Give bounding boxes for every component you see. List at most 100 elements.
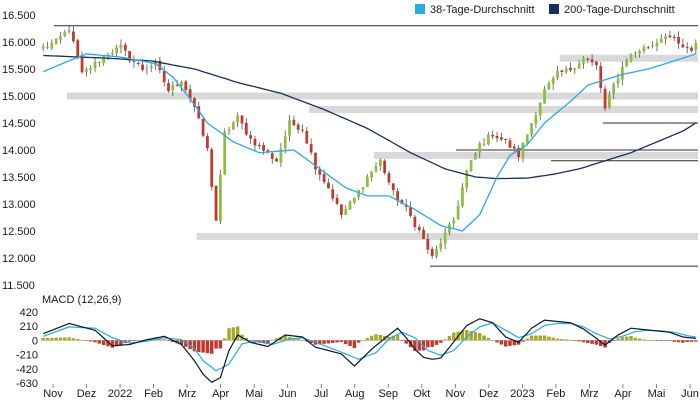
macd-y-tick: -210 — [16, 350, 38, 362]
candle-body — [564, 68, 568, 73]
macd-hist-bar — [45, 337, 50, 341]
macd-hist-bar — [365, 338, 370, 341]
macd-hist-bar — [512, 340, 517, 346]
candle-body — [620, 66, 624, 80]
macd-hist-bar — [603, 340, 607, 348]
candle-body — [642, 47, 646, 52]
candle-body — [551, 77, 555, 84]
candle-body — [396, 191, 399, 201]
macd-hist-bar — [503, 340, 508, 347]
macd-hist-bar — [599, 340, 603, 347]
candle-body — [361, 187, 365, 190]
macd-hist-bar — [214, 340, 218, 349]
candle-body — [141, 64, 144, 70]
candle-body — [309, 144, 313, 153]
x-axis-label: Okt — [413, 388, 430, 400]
macd-hist-bar — [283, 335, 287, 341]
candle-body — [573, 68, 577, 71]
candle-body — [504, 138, 508, 140]
macd-hist-bar — [369, 335, 374, 341]
candle-body — [495, 135, 499, 139]
macd-hist-bar — [637, 338, 642, 341]
macd-hist-bar — [158, 339, 162, 341]
candle-body — [206, 136, 209, 149]
macd-hist-bar — [439, 340, 443, 343]
macd-hist-bar — [663, 340, 668, 341]
candle-body — [223, 131, 227, 175]
candle-body — [517, 147, 521, 158]
price-y-tick: 12.000 — [2, 253, 36, 265]
macd-hist-bar — [80, 339, 84, 341]
candle-body — [93, 61, 97, 69]
candle-body — [499, 137, 503, 140]
candle-body — [582, 58, 585, 64]
support-zone — [66, 92, 699, 100]
candle-body — [322, 174, 326, 183]
x-axis-label: Nov — [43, 388, 63, 400]
macd-hist-bar — [542, 335, 547, 341]
macd-hist-bar — [88, 340, 93, 342]
candle-body — [599, 66, 603, 88]
candle-body — [214, 186, 218, 221]
candle-body — [201, 118, 205, 136]
macd-hist-bar — [465, 330, 469, 341]
x-axis-label: Jul — [314, 388, 328, 400]
candle-body — [417, 226, 421, 231]
candle-body — [543, 89, 546, 104]
macd-hist-bar — [689, 340, 694, 342]
ma38-line — [42, 53, 697, 232]
macd-hist-bar — [101, 340, 106, 345]
candle-body — [67, 30, 71, 32]
candle-body — [128, 51, 131, 61]
macd-hist-bar — [620, 337, 625, 341]
candle-body — [136, 63, 140, 65]
candle-body — [197, 106, 201, 119]
macd-hist-bar — [106, 340, 110, 347]
candle-body — [89, 68, 93, 70]
macd-hist-bar — [201, 340, 205, 353]
candle-body — [59, 36, 62, 40]
macd-hist-bar — [534, 335, 538, 341]
macd-hist-bar — [400, 340, 404, 342]
macd-hist-bar — [421, 340, 426, 351]
macd-hist-bar — [477, 333, 482, 341]
macd-hist-bar — [136, 340, 140, 341]
candle-body — [374, 166, 378, 172]
x-axis-label: Nov — [446, 388, 466, 400]
candle-body — [266, 150, 270, 153]
macd-hist-bar — [668, 340, 672, 341]
candle-body — [158, 60, 162, 71]
price-y-tick: 15.000 — [2, 91, 36, 103]
candle-body — [296, 124, 300, 130]
macd-y-tick: 210 — [20, 321, 38, 333]
candle-body — [383, 160, 387, 173]
macd-y-tick: 0 — [32, 335, 38, 347]
candle-body — [616, 78, 620, 84]
candle-body — [292, 119, 296, 126]
legend-swatch-200 — [549, 4, 559, 14]
candle-body — [171, 84, 175, 91]
macd-hist-bar — [63, 337, 67, 341]
macd-hist-bar — [404, 340, 408, 344]
macd-hist-bar — [235, 326, 240, 341]
candle-body — [167, 83, 170, 92]
price-y-tick: 13.000 — [2, 199, 36, 211]
candle-body — [249, 135, 253, 139]
macd-hist-bar — [521, 340, 525, 342]
macd-hist-bar — [222, 338, 227, 341]
macd-hist-bar — [132, 340, 136, 342]
macd-hist-bar — [482, 335, 486, 341]
macd-hist-bar — [326, 340, 331, 344]
candle-body — [482, 143, 486, 145]
macd-hist-bar — [179, 340, 184, 345]
macd-hist-bar — [296, 338, 300, 341]
support-zone — [373, 151, 698, 159]
candle-body — [314, 152, 317, 170]
macd-hist-bar — [469, 331, 473, 341]
macd-hist-bar — [611, 340, 616, 341]
x-axis-label: Apr — [614, 388, 631, 400]
macd-hist-bar — [672, 340, 676, 342]
macd-panel: 420 210 0 -210 -420 -630 — [16, 307, 698, 390]
candle-body — [72, 31, 75, 42]
